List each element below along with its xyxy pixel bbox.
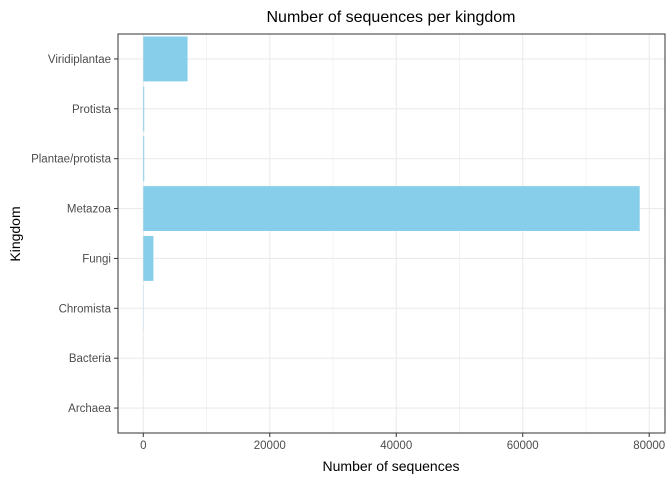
grid-lines <box>118 34 665 433</box>
x-tick-label: 20000 <box>254 440 286 452</box>
y-tick-label: Fungi <box>82 253 111 265</box>
bar-plantae-protista <box>143 136 145 182</box>
x-tick-label: 40000 <box>380 440 412 452</box>
chart-title: Number of sequences per kingdom <box>266 9 515 26</box>
bar-protista <box>143 86 145 132</box>
y-tick-label: Plantae/protista <box>31 154 112 166</box>
y-tick-label: Archaea <box>68 403 111 415</box>
y-tick-label: Viridiplantae <box>48 54 111 66</box>
x-tick-label: 0 <box>140 440 146 452</box>
y-tick-label: Metazoa <box>67 204 112 216</box>
x-tick-label: 60000 <box>507 440 539 452</box>
bar-viridiplantae <box>143 36 188 82</box>
bar-metazoa <box>143 186 640 232</box>
panel-border <box>117 33 666 434</box>
y-axis-label: Kingdom <box>7 206 23 261</box>
y-tick-label: Protista <box>72 104 112 116</box>
x-axis-label: Number of sequences <box>323 458 460 474</box>
x-tick-label: 80000 <box>633 440 665 452</box>
bars <box>143 36 640 431</box>
y-tick-label: Chromista <box>59 303 112 315</box>
axis-ticks: 0 20000 40000 60000 80000 Archaea Bacteria Chro… <box>31 54 665 452</box>
bar-fungi <box>143 235 154 281</box>
y-tick-label: Bacteria <box>69 353 112 365</box>
